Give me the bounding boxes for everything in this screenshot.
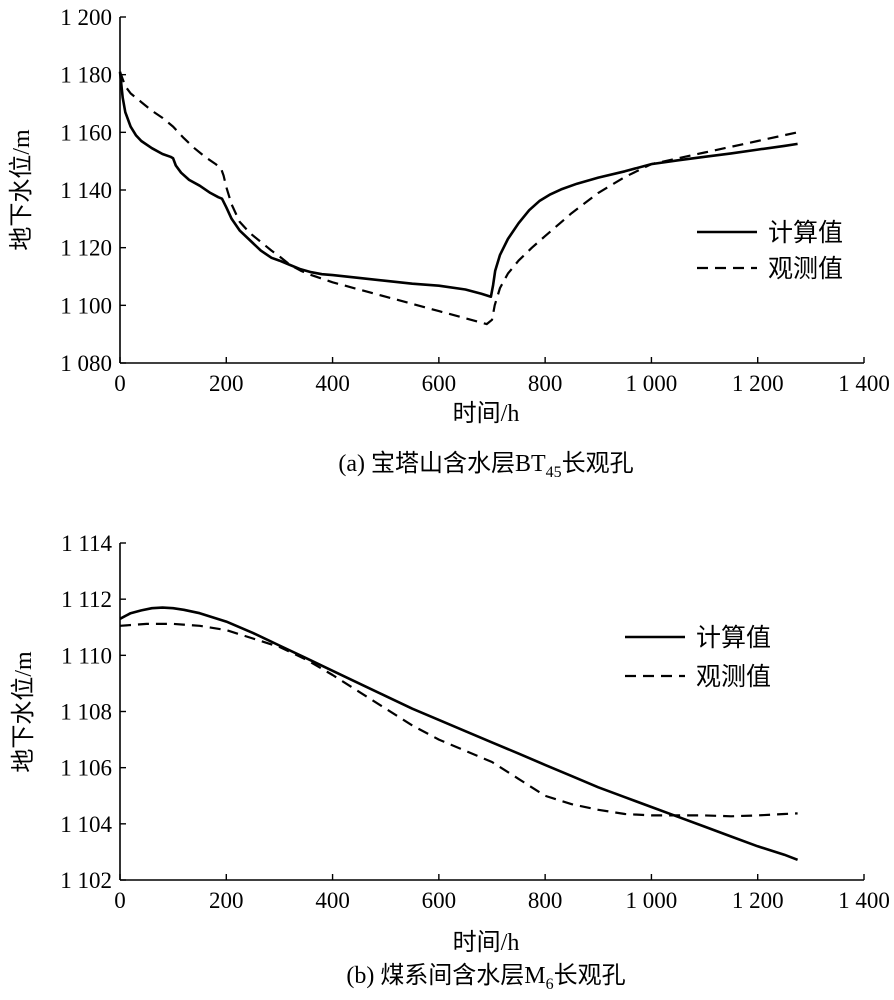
x-axis-label: 时间/h [453, 400, 520, 427]
y-tick-label: 1 120 [60, 236, 112, 261]
x-tick-label: 1 400 [838, 888, 890, 913]
caption-subscript: 45 [546, 464, 562, 481]
plot-area: 0 200 400 600 800 1 000 1 200 1 400 1 102 1 104 1 … [60, 531, 890, 913]
x-tick-label: 1 000 [626, 371, 678, 396]
y-tick-label: 1 102 [60, 868, 112, 893]
y-tick-label: 1 104 [60, 812, 112, 837]
x-tick-label: 800 [528, 888, 563, 913]
series-1-line [118, 71, 798, 298]
plot-area: 0 200 400 600 800 1 000 1 200 1 400 1 080 1 100 1 … [60, 5, 890, 396]
caption-text: (b) 煤系间含水层M [346, 962, 545, 989]
caption-text: (a) 宝塔山含水层BT [338, 450, 546, 477]
y-tick-label: 1 160 [60, 120, 112, 145]
x-tick-label: 1 400 [838, 371, 890, 396]
y-tick-label: 1 180 [60, 63, 112, 88]
panel-caption: (b) 煤系间含水层M6长观孔 [346, 962, 625, 993]
x-tick-label: 1 000 [626, 888, 678, 913]
x-tick-label: 200 [209, 371, 244, 396]
caption-suffix: 长观孔 [562, 450, 634, 477]
x-tick-label: 0 [114, 371, 126, 396]
x-tick-label: 400 [315, 371, 350, 396]
chart-panel-b: 0 200 400 600 800 1 000 1 200 1 400 1 102 1 104 1 … [10, 531, 890, 993]
x-tick-label: 1 200 [732, 888, 784, 913]
caption-subscript: 6 [546, 976, 554, 993]
x-tick-label: 200 [209, 888, 244, 913]
y-axis-label: 地下水位/m [10, 651, 37, 773]
y-tick-label: 1 108 [60, 700, 112, 725]
legend-label: 计算值 [696, 624, 771, 652]
panel-caption: (a) 宝塔山含水层BT45长观孔 [338, 450, 633, 481]
series-1-line [119, 606, 799, 862]
x-axis-label: 时间/h [453, 929, 520, 956]
legend-label: 计算值 [768, 219, 843, 247]
x-tick-label: 0 [114, 888, 126, 913]
x-tick-label: 800 [528, 371, 563, 396]
y-axis-label: 地下水位/m [8, 129, 35, 251]
series-2-line [119, 622, 798, 818]
y-tick-label: 1 080 [60, 351, 112, 376]
legend-entry-2: 观测值 [625, 663, 771, 691]
x-tick-label: 600 [422, 888, 457, 913]
y-tick-label: 1 106 [60, 756, 112, 781]
caption-suffix: 长观孔 [554, 962, 626, 989]
x-tick-label: 400 [315, 888, 350, 913]
legend-entry-1: 计算值 [625, 624, 771, 652]
legend-entry-2: 观测值 [697, 255, 843, 283]
legend-label: 观测值 [696, 663, 771, 691]
chart-panel-a: 0 200 400 600 800 1 000 1 200 1 400 1 080 1 100 1 … [8, 5, 890, 481]
y-tick-label: 1 140 [60, 178, 112, 203]
series-2-line [118, 71, 798, 326]
legend-label: 观测值 [768, 255, 843, 283]
x-tick-label: 1 200 [732, 371, 784, 396]
y-tick-label: 1 100 [60, 293, 112, 318]
y-tick-label: 1 114 [61, 531, 112, 556]
y-tick-label: 1 112 [61, 587, 112, 612]
y-tick-label: 1 200 [60, 5, 112, 30]
legend-entry-1: 计算值 [697, 219, 843, 247]
x-tick-label: 600 [422, 371, 457, 396]
y-tick-label: 1 110 [61, 643, 112, 668]
